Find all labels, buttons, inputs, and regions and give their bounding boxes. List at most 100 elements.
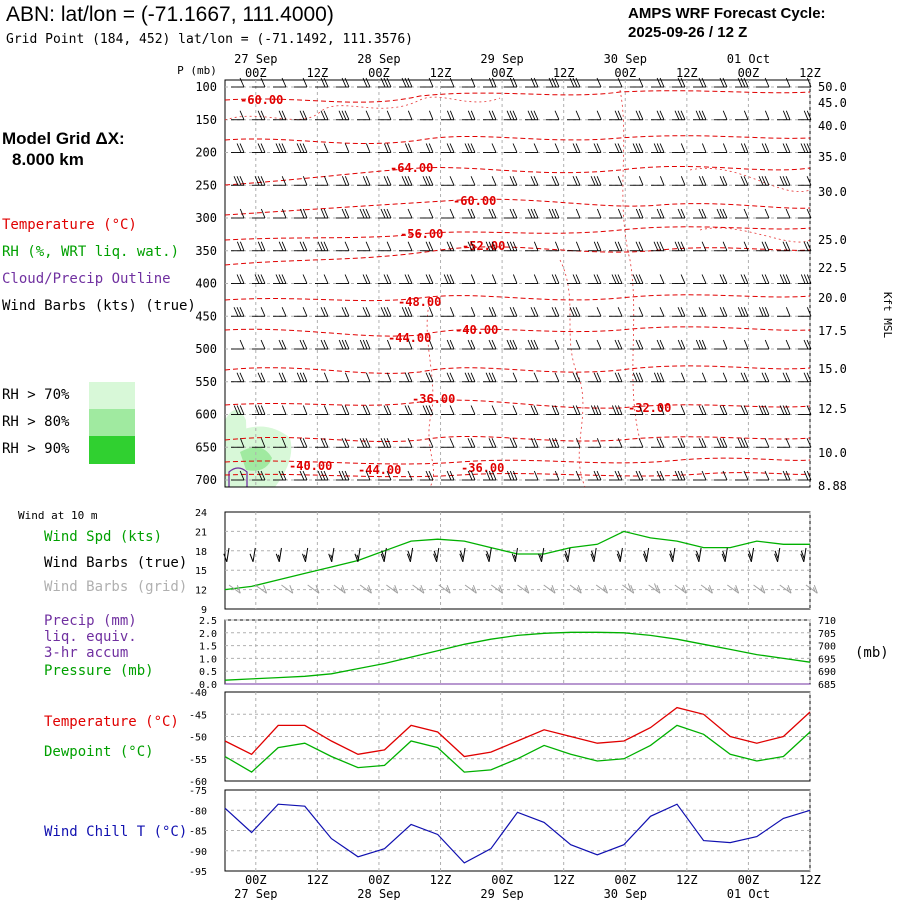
wind-ytick-9: 9: [201, 605, 207, 616]
wind-barb-true-17: [669, 547, 676, 563]
upper-barb-2-21: [672, 143, 686, 153]
upper-barb-feather-1-10-1: [446, 110, 452, 120]
temperature-contour-label-0: -60.00: [240, 93, 283, 107]
upper-barb-feather-2-5-0: [344, 143, 350, 153]
upper-barb-feather-1-22-1: [698, 110, 704, 120]
temperature-contour-label-4: -52.00: [462, 239, 505, 253]
wind-barb-true-10: [485, 547, 492, 563]
upper-barb-3-18: [609, 176, 623, 186]
upper-barb-9-1: [252, 372, 266, 383]
legend-rh70-label: RH > 70%: [2, 387, 70, 403]
upper-barb-feather-5-4-2: [317, 241, 323, 251]
upper-barb-10-17: [588, 405, 602, 415]
upper-barb-6-14: [525, 274, 539, 284]
upper-barb-feather-2-1-1: [257, 143, 263, 153]
upper-barb-feather-2-25-1: [761, 143, 767, 153]
wind-barb-grid-12: [543, 584, 556, 594]
upper-barb-12-11: [462, 470, 476, 481]
upper-barb-11-26: [777, 438, 791, 448]
model-grid-line2: 8.000 km: [12, 150, 84, 169]
upper-barb-feather-10-15-1: [551, 405, 557, 415]
upper-barb-9-12: [483, 372, 497, 383]
temperature-line: [224, 706, 811, 758]
upper-barb-feather-2-25-0: [764, 143, 770, 153]
upper-barb-5-5: [336, 241, 350, 252]
upper-barb-feather-7-10-0: [449, 307, 455, 317]
height-tick-0: 50.0: [818, 80, 847, 94]
upper-barb-11-9: [420, 438, 434, 448]
upper-barb-6-1: [252, 274, 266, 284]
upper-barb-feather-7-0-2: [233, 307, 239, 317]
upper-barb-feather-7-16-1: [572, 307, 578, 317]
upper-barb-8-16: [567, 339, 581, 350]
upper-barb-feather-12-27-0: [806, 470, 812, 481]
upper-barb-12-13: [504, 470, 518, 481]
upper-barb-feather-11-15-1: [551, 438, 557, 448]
upper-barb-feather-0-19-0: [638, 77, 644, 88]
upper-barb-feather-8-27-1: [803, 339, 809, 350]
upper-barb-feather-9-18-1: [614, 372, 620, 382]
upper-barb-9-13: [504, 372, 518, 383]
upper-barb-feather-12-19-0: [638, 470, 644, 481]
wind-barb-true-staff-12: [541, 547, 545, 562]
upper-barb-feather-8-24-0: [743, 339, 749, 350]
upper-barb-feather-0-7-0: [386, 77, 392, 88]
upper-barb-0-24: [735, 77, 749, 88]
upper-barb-feather-4-10-0: [449, 208, 455, 219]
upper-barb-0-20: [651, 77, 665, 88]
upper-barb-feather-10-2-0: [281, 405, 287, 415]
upper-barb-7-10: [441, 307, 455, 317]
upper-barb-10-9: [420, 405, 434, 415]
wind-barb-grid-staff-8: [438, 584, 451, 594]
upper-barb-6-23: [714, 274, 728, 284]
upper-barb-feather-4-9-0: [428, 208, 434, 219]
upper-barb-feather-6-17-0: [596, 274, 602, 284]
upper-barb-5-8: [399, 241, 413, 252]
upper-barb-12-9: [420, 470, 434, 481]
upper-barb-6-9: [420, 274, 434, 284]
wind-barb-grid-8: [438, 584, 451, 594]
wind-barb-grid-feather-15-0: [630, 585, 635, 594]
pressure-unit-label: (mb): [855, 645, 889, 661]
wind-barb-grid-staff-21: [779, 584, 792, 594]
upper-barb-4-7: [378, 208, 392, 219]
height-tick-7: 20.0: [818, 291, 847, 305]
upper-barb-feather-12-3-1: [299, 470, 305, 481]
upper-barb-feather-6-6-0: [365, 274, 371, 284]
pressure-tick-150: 150: [195, 113, 217, 127]
upper-barb-feather-3-11-0: [470, 176, 476, 186]
wind-barb-grid-staff-7: [412, 584, 425, 594]
upper-barb-feather-4-19-1: [635, 208, 641, 219]
upper-barb-feather-12-3-0: [302, 470, 308, 481]
upper-barb-4-15: [546, 208, 560, 219]
upper-barb-feather-8-18-0: [617, 339, 623, 350]
upper-barb-2-23: [714, 143, 728, 153]
upper-barb-2-6: [357, 143, 371, 153]
wind-barb-grid-feather-21-0: [787, 585, 792, 594]
height-tick-10: 12.5: [818, 402, 847, 416]
upper-barb-6-8: [399, 274, 413, 284]
upper-barb-feather-8-5-1: [341, 339, 347, 350]
wind-barb-grid-staff-20: [753, 584, 766, 594]
upper-barb-1-11: [462, 110, 476, 121]
upper-barb-5-11: [462, 241, 476, 252]
upper-barb-feather-2-9-0: [428, 143, 434, 153]
upper-barb-7-5: [336, 307, 350, 317]
upper-barb-feather-1-11-1: [467, 110, 473, 120]
wind-barb-grid-feather-20-0: [761, 585, 766, 594]
upper-barb-feather-1-21-2: [674, 110, 680, 120]
upper-barb-feather-5-13-1: [509, 241, 515, 251]
wind-barb-grid-halffeather-11: [524, 587, 527, 592]
upper-barb-feather-7-24-0: [743, 307, 749, 317]
upper-barb-1-5: [336, 110, 350, 121]
upper-barb-feather-6-18-2: [611, 274, 617, 284]
pressure-axis-label: P (mb): [177, 64, 217, 77]
top-date-label-1: 28 Sep: [357, 52, 400, 66]
temperature-frame: [224, 691, 811, 782]
upper-barb-feather-1-5-0: [344, 110, 350, 120]
upper-barb-feather-12-21-0: [680, 470, 686, 481]
top-time-tick-0: 00Z: [245, 66, 267, 80]
wind-barb-grid-halffeather-10: [498, 587, 501, 592]
pressure-ytick-685: 685: [818, 680, 836, 691]
wind-barb-true-staff-9: [462, 547, 466, 562]
